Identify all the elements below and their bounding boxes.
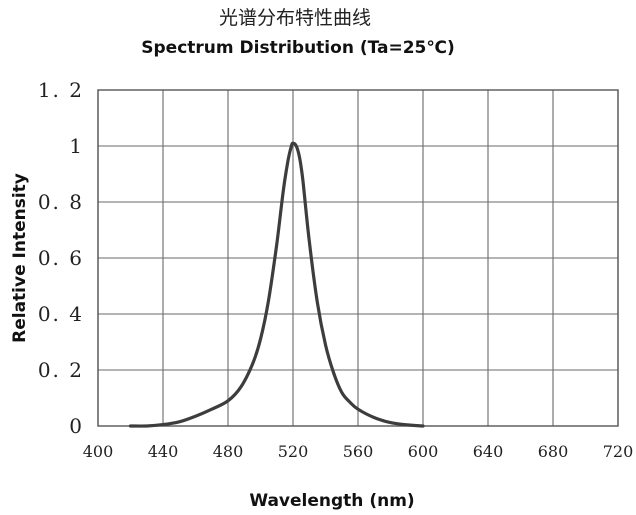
y-tick-label: 0. 6 [38, 246, 84, 270]
x-tick-label: 600 [408, 442, 439, 461]
chart-title: Spectrum Distribution (Ta=25℃) [141, 38, 455, 58]
series-layer [128, 141, 425, 428]
x-tick-label: 480 [213, 442, 244, 461]
chart-title-chinese: 光谱分布特性曲线 [219, 7, 371, 29]
x-tick-label: 720 [603, 442, 634, 461]
x-axis-label: Wavelength (nm) [249, 491, 414, 511]
y-tick-labels: 0 0. 2 0. 4 0. 6 0. 8 1 1. 2 [38, 78, 84, 438]
x-tick-label: 640 [473, 442, 504, 461]
plot-frame [97, 89, 619, 427]
y-tick-label: 0. 4 [38, 302, 84, 326]
y-tick-label: 0 [69, 414, 84, 438]
x-tick-label: 400 [83, 442, 114, 461]
y-tick-label: 1 [69, 134, 84, 158]
x-tick-labels: 400 440 480 520 560 600 640 680 720 [83, 442, 634, 461]
x-tick-label: 440 [148, 442, 179, 461]
y-tick-label: 0. 2 [38, 358, 84, 382]
spectrum-curve [128, 141, 425, 428]
y-tick-label: 1. 2 [38, 78, 84, 102]
x-tick-label: 560 [343, 442, 374, 461]
gridlines [97, 89, 619, 427]
x-tick-label: 520 [278, 442, 309, 461]
y-axis-label: Relative Intensity [10, 173, 30, 343]
x-tick-label: 680 [538, 442, 569, 461]
y-tick-label: 0. 8 [38, 190, 84, 214]
